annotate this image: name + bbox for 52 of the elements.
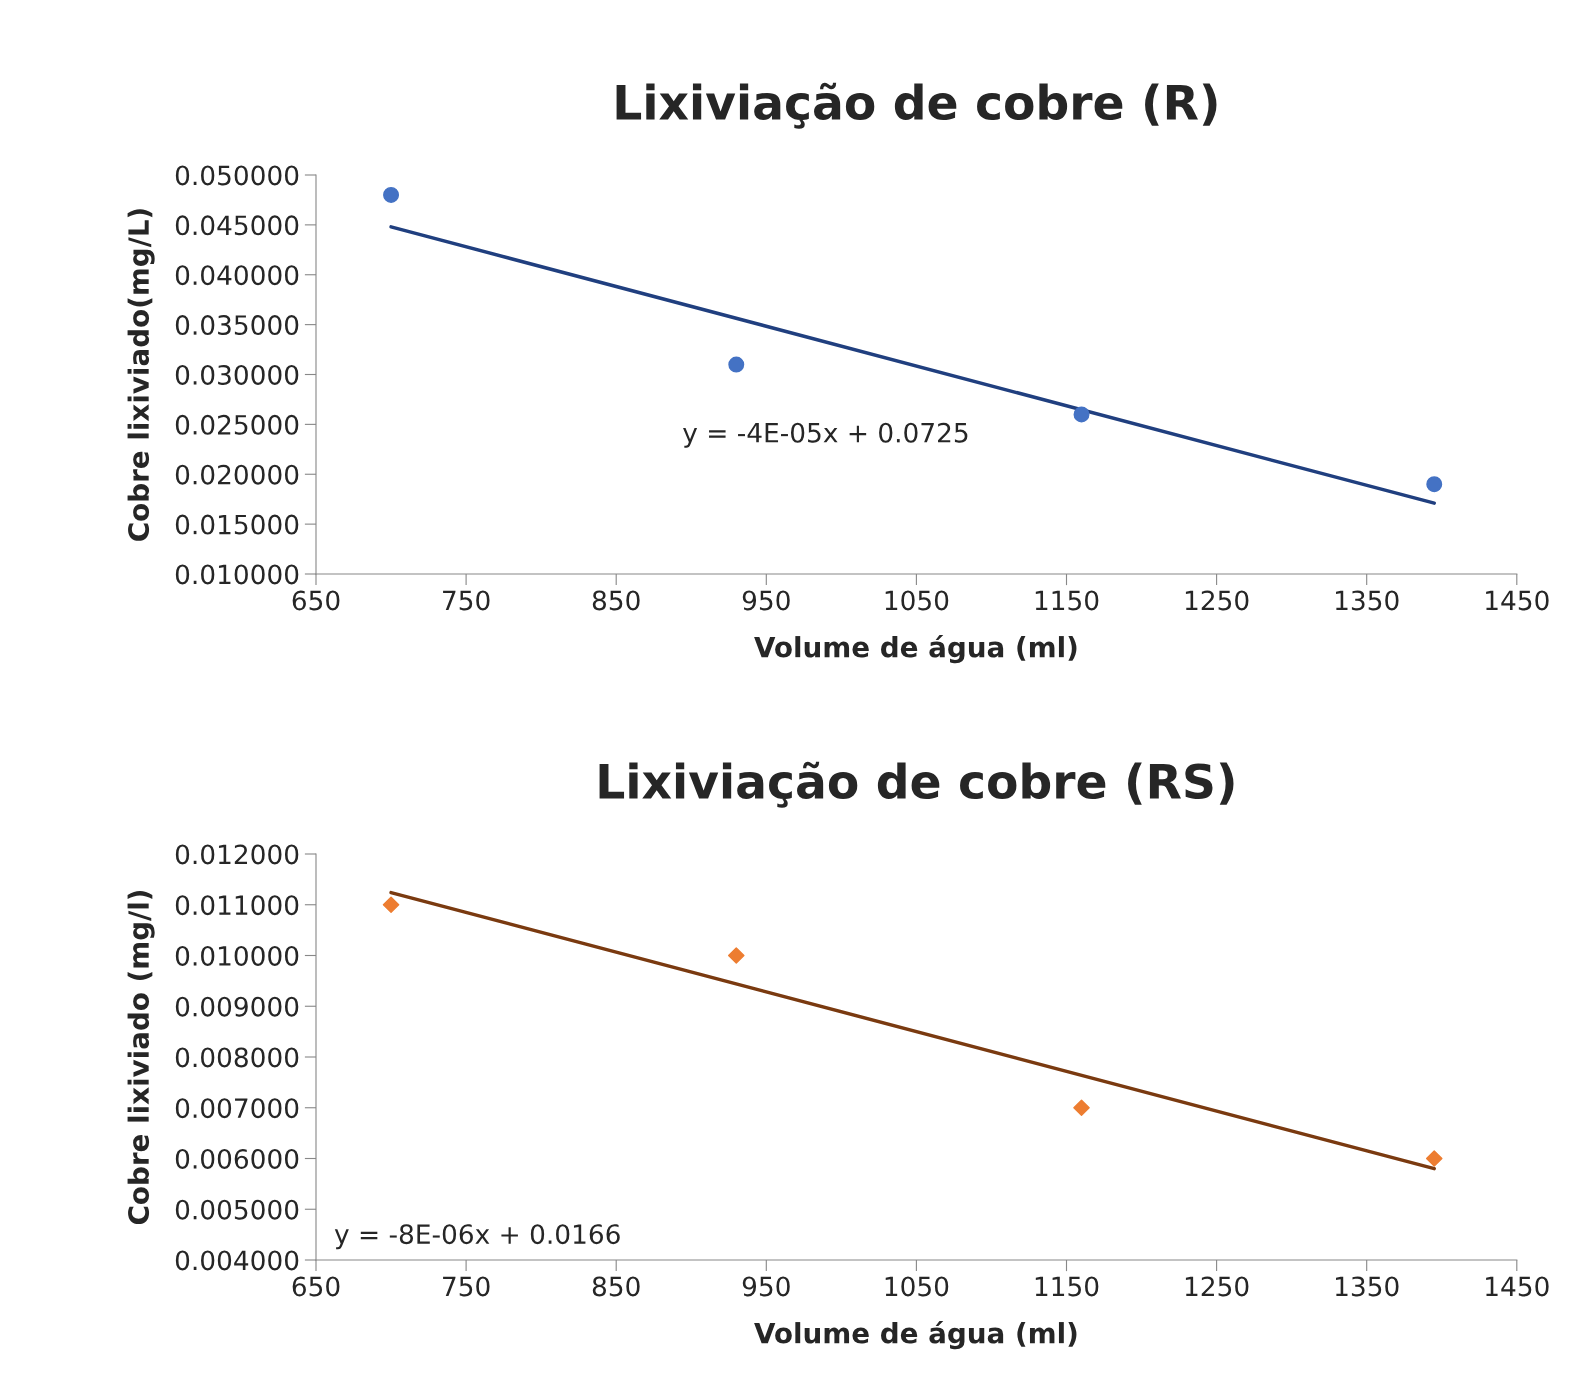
y-tick-label: 0.004000: [175, 1250, 299, 1271]
x-tick-label: 1350: [1336, 1276, 1399, 1297]
chart-title: Lixiviação de cobre (R): [616, 82, 1217, 129]
x-tick-label: 650: [292, 1276, 340, 1297]
x-tick-label: 750: [443, 590, 490, 611]
y-axis-title: Cobre lixiviado(mg/L): [127, 209, 155, 541]
point: [1425, 1150, 1443, 1167]
x-tick-label: 1450: [1486, 1276, 1549, 1297]
x-tick-label: 750: [443, 1276, 490, 1297]
chart-title: Lixiviação de cobre (RS): [599, 761, 1234, 808]
point: [382, 896, 400, 914]
y-tick-label: 0.007000: [175, 1098, 299, 1119]
y-tick-label: 0.045000: [175, 215, 299, 236]
y-tick-label: 0.012000: [175, 844, 299, 865]
annotation: y = -4E-05x + 0.0725: [683, 422, 968, 448]
x-tick-label: 1150: [1035, 590, 1099, 611]
y-tick-label: 0.025000: [175, 414, 299, 435]
point: [1426, 476, 1443, 493]
x-tick-label: 1350: [1336, 590, 1399, 611]
y-tick-label: 0.010000: [175, 564, 299, 585]
y-tick-label: 0.006000: [175, 1148, 299, 1169]
point: [383, 186, 400, 203]
y-tick-label: 0.011000: [175, 895, 299, 916]
x-tick-label: 1250: [1185, 590, 1249, 611]
x-tick-label: 950: [742, 1276, 790, 1297]
y-tick-label: 0.030000: [175, 364, 299, 385]
point: [727, 947, 745, 964]
x-axis-title: Volume de água (ml): [754, 634, 1077, 664]
x-tick-label: 850: [592, 1276, 640, 1297]
x-tick-label: 950: [742, 590, 790, 611]
annotation: y = -8E-06x + 0.0166: [334, 1224, 620, 1250]
point: [728, 356, 745, 373]
y-tick-label: 0.035000: [175, 315, 299, 336]
point: [1073, 406, 1090, 423]
y-tick-label: 0.005000: [175, 1199, 299, 1220]
x-tick-label: 1050: [885, 1276, 949, 1297]
y-tick-label: 0.010000: [175, 945, 299, 966]
x-tick-label: 1250: [1185, 1276, 1249, 1297]
y-tick-label: 0.020000: [175, 464, 299, 485]
x-tick-label: 850: [592, 590, 640, 611]
y-tick-label: 0.009000: [175, 996, 299, 1017]
x-tick-label: 1150: [1035, 1276, 1099, 1297]
point: [1073, 1099, 1090, 1117]
x-tick-label: 1050: [885, 590, 949, 611]
y-tick-label: 0.050000: [175, 165, 299, 186]
x-axis-title: Volume de água (ml): [754, 1320, 1077, 1350]
x-tick-label: 1450: [1486, 590, 1549, 611]
y-tick-label: 0.015000: [175, 514, 299, 535]
y-axis-title: Cobre lixiviado (mg/l): [127, 890, 155, 1225]
y-tick-label: 0.040000: [175, 265, 299, 286]
y-tick-label: 0.008000: [175, 1047, 299, 1068]
x-tick-label: 650: [292, 590, 340, 611]
